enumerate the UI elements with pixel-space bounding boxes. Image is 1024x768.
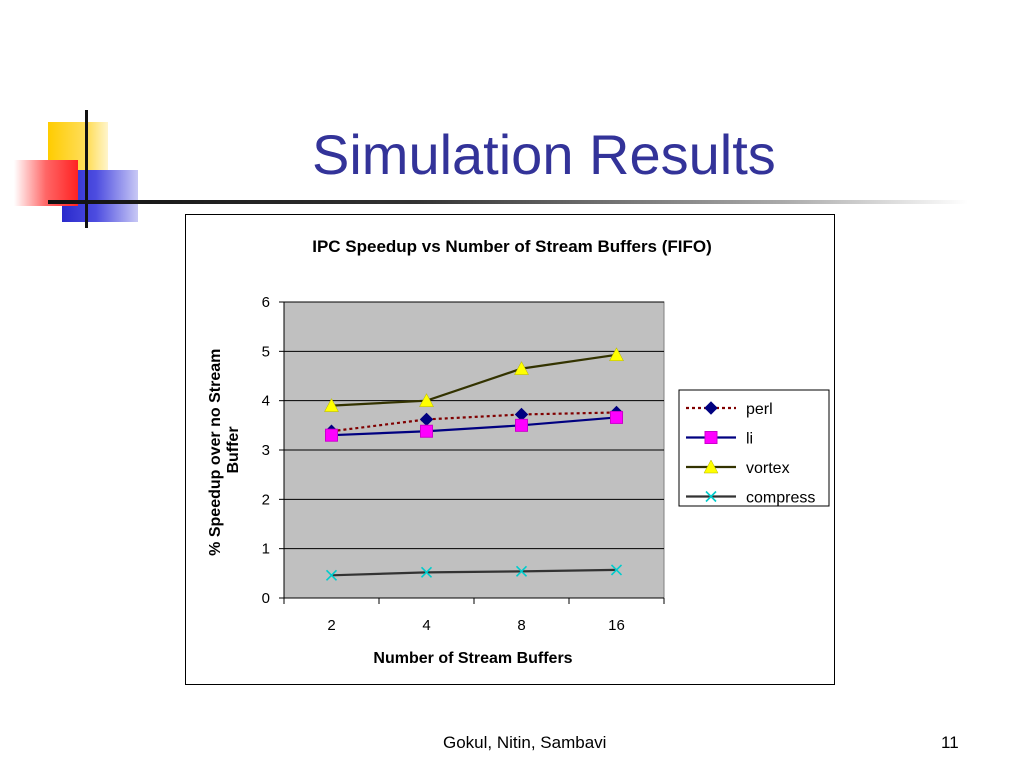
y-tick-label: 5 (262, 343, 270, 360)
data-point-compress (515, 565, 528, 577)
legend-label-li: li (746, 431, 753, 448)
legend-label-vortex: vortex (746, 460, 790, 477)
deco-vertical-line (85, 110, 88, 228)
series-line-compress (331, 568, 617, 577)
deco-red-square (14, 160, 78, 206)
y-tick-label: 4 (262, 393, 270, 410)
chart-frame: IPC Speedup vs Number of Stream Buffers … (185, 214, 835, 685)
y-axis-label: % Speedup over no Stream Buffer (207, 344, 242, 556)
y-tick-label: 1 (262, 541, 270, 558)
data-point-vortex (324, 398, 339, 412)
x-tick-label: 4 (422, 617, 430, 634)
legend-marker-li (704, 431, 718, 444)
y-tick-label: 3 (262, 442, 270, 459)
y-tick-label: 2 (262, 491, 270, 508)
line-chart: IPC Speedup vs Number of Stream Buffers … (207, 237, 830, 667)
x-axis-label: Number of Stream Buffers (373, 650, 572, 667)
slide-title: Simulation Results (312, 123, 776, 186)
series-layer (324, 347, 624, 581)
data-point-li (325, 428, 338, 442)
legend-label-compress: compress (746, 490, 815, 507)
data-point-vortex (609, 347, 624, 362)
footer-authors: Gokul, Nitin, Sambavi (443, 733, 607, 752)
data-point-li (515, 418, 528, 432)
x-tick-label: 2 (327, 617, 335, 634)
chart-title: IPC Speedup vs Number of Stream Buffers … (312, 237, 712, 256)
legend-marker-vortex (703, 459, 719, 474)
x-axis: 2 4 8 16 (283, 597, 665, 634)
data-point-li (610, 410, 623, 424)
y-tick-label: 0 (262, 590, 270, 607)
y-tick-label: 6 (262, 294, 270, 311)
x-tick-label: 8 (517, 617, 525, 634)
grid-lines (284, 301, 664, 550)
y-axis: 0 1 2 3 4 5 6 (262, 294, 285, 607)
legend-marker-compress (705, 490, 717, 503)
y-axis-label-line-2: Buffer (225, 426, 242, 473)
deco-horizontal-line (48, 200, 968, 204)
series-line-vortex (331, 353, 617, 407)
data-point-vortex (419, 393, 434, 407)
x-tick-label: 16 (608, 617, 625, 634)
series-line-li (331, 416, 617, 437)
data-point-li (420, 424, 433, 438)
legend-label-perl: perl (746, 401, 773, 418)
legend-marker-perl (704, 401, 718, 415)
data-point-vortex (514, 361, 529, 375)
data-point-compress (420, 566, 433, 578)
page-number: 11 (941, 733, 959, 752)
legend-box (678, 389, 830, 507)
data-point-compress (610, 564, 623, 576)
y-axis-label-line-1: % Speedup over no Stream (207, 349, 224, 556)
legend: perl li vortex compress (678, 389, 830, 507)
data-point-compress (325, 569, 338, 581)
